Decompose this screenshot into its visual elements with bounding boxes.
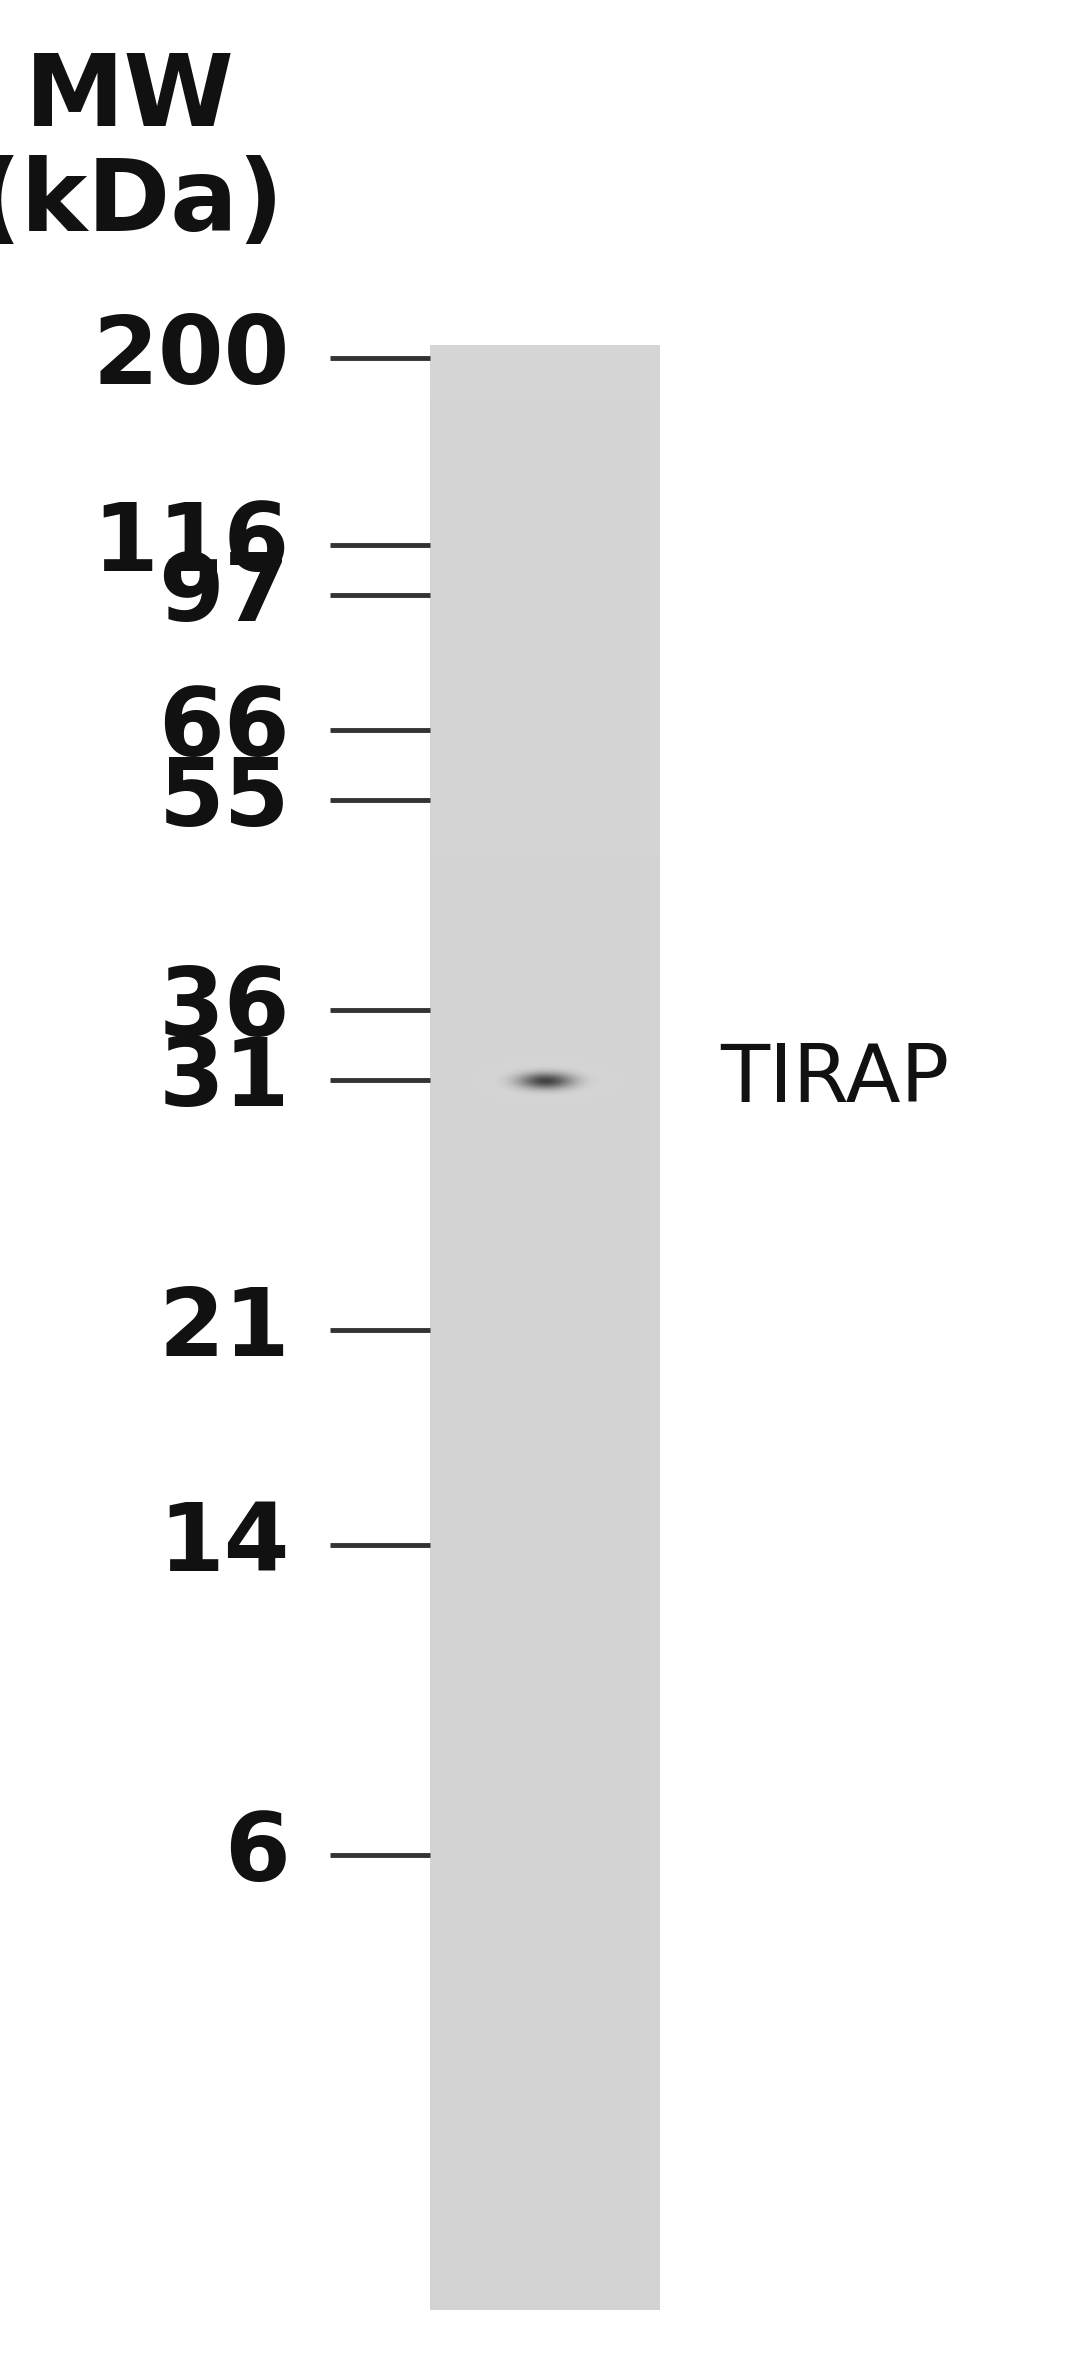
Text: MW
(kDa): MW (kDa) — [0, 50, 284, 252]
Bar — [430, 344, 660, 2310]
Text: 21: 21 — [159, 1284, 291, 1377]
Text: 116: 116 — [93, 499, 291, 591]
Text: 14: 14 — [159, 1498, 291, 1591]
Text: 36: 36 — [159, 964, 291, 1056]
Text: 66: 66 — [159, 684, 291, 776]
Text: 31: 31 — [159, 1035, 291, 1125]
Text: 200: 200 — [93, 311, 291, 404]
Text: 6: 6 — [225, 1809, 291, 1902]
Text: TIRAP: TIRAP — [720, 1042, 949, 1118]
Text: 55: 55 — [159, 755, 291, 845]
Text: 97: 97 — [159, 548, 291, 641]
